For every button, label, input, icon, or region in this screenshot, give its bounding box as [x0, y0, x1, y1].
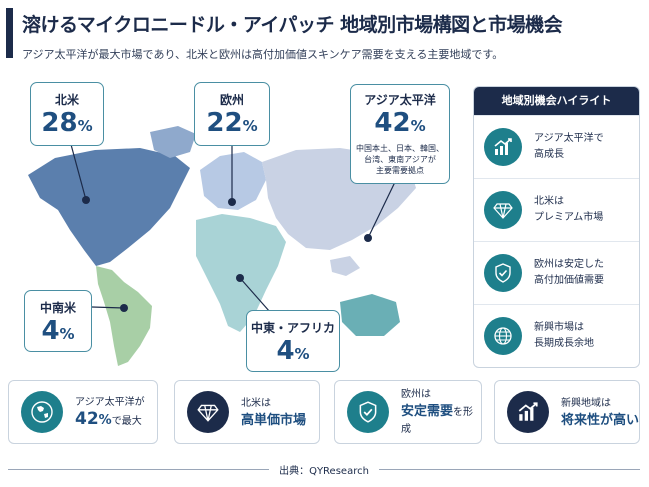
summary-card-asia-pacific: アジア太平洋が 42%で最大	[8, 380, 158, 444]
highlight-line2: 高成長	[534, 149, 564, 160]
europe-dot	[228, 198, 236, 206]
source-label: 出典：QYResearch	[279, 465, 369, 477]
summary-line2: 安定需要	[401, 404, 454, 419]
region-name: アジア太平洋	[364, 93, 436, 107]
highlight-line2: 高付加価値需要	[534, 275, 604, 286]
summary-cards-row: アジア太平洋が 42%で最大 北米は高単価市場 欧州は安定需要を形成 新興地域は将…	[8, 380, 640, 444]
map-region-oceania	[340, 294, 400, 336]
source-footer: 出典：QYResearch	[8, 458, 641, 480]
highlight-line2: 長期成長余地	[534, 338, 594, 349]
opportunity-highlights-panel: 地域別機会ハイライト アジア太平洋で 高成長 北米はプレミアム市場 欧州は安定した…	[473, 86, 640, 368]
shield-check-icon	[484, 254, 522, 292]
highlight-line1: アジア太平洋で	[534, 133, 604, 144]
summary-card-north-america: 北米は 高単価市場	[174, 380, 320, 444]
map-region-europe	[200, 152, 266, 210]
region-name: 中南米	[39, 301, 76, 315]
region-name: 中東・アフリカ	[250, 321, 335, 335]
highlight-line2: プレミアム市場	[534, 212, 604, 223]
summary-card-europe: 欧州は安定需要を形成	[334, 380, 482, 444]
region-share: 4%	[276, 336, 310, 366]
summary-line1: 新興地域は	[561, 397, 611, 409]
map-region-north-america	[28, 148, 190, 266]
shield-check-icon	[347, 391, 389, 433]
north-america-dot	[82, 196, 90, 204]
growth-chart-icon	[484, 128, 522, 166]
region-card-asia-pacific: アジア太平洋 42% 中国本土、日本、韓国、 台湾、東南アジアが 主要需要拠点	[350, 84, 450, 184]
diamond-icon	[187, 391, 229, 433]
region-card-north-america: 北米 28%	[30, 82, 104, 146]
region-name: 欧州	[219, 93, 244, 107]
title-accent-bar	[6, 8, 13, 58]
highlight-item: 北米はプレミアム市場	[474, 178, 639, 241]
summary-line1: 北米は	[241, 397, 271, 409]
growth-chart-icon	[507, 391, 549, 433]
region-card-middle-east-africa: 中東・アフリカ 4%	[246, 310, 340, 372]
map-region-greenland	[150, 126, 196, 158]
region-share: 22%	[206, 108, 258, 138]
footer-divider-right	[378, 468, 641, 470]
map-region-latin-america	[96, 266, 152, 366]
summary-value: 42	[75, 409, 99, 429]
world-map	[28, 122, 416, 366]
summary-line2: 高単価市場	[241, 412, 307, 428]
highlight-item: 欧州は安定した 高付加価値需要	[474, 241, 639, 304]
highlights-heading: 地域別機会ハイライト	[474, 87, 639, 115]
middle-east-africa-dot	[236, 274, 244, 282]
map-region-southeast-asia	[330, 256, 360, 276]
summary-line1: アジア太平洋が	[75, 397, 145, 408]
summary-suffix: を形成	[401, 407, 474, 435]
region-share: 4%	[41, 316, 75, 346]
asia-pacific-dot	[364, 234, 372, 242]
highlight-item: アジア太平洋で 高成長	[474, 115, 639, 178]
asia-globe-icon	[21, 391, 63, 433]
latin-america-dot	[120, 304, 128, 312]
globe-icon	[484, 317, 522, 355]
summary-unit: %	[98, 413, 112, 428]
region-note: 中国本土、日本、韓国、 台湾、東南アジアが 主要需要拠点	[356, 144, 444, 175]
map-region-middle-east-africa	[196, 214, 286, 332]
diamond-icon	[484, 191, 522, 229]
page-title: 溶けるマイクロニードル・アイパッチ 地域別市場構図と市場機会	[22, 14, 563, 36]
region-card-latin-america: 中南米 4%	[24, 290, 92, 352]
region-card-europe: 欧州 22%	[194, 82, 270, 146]
footer-divider-left	[8, 468, 270, 470]
highlight-line1: 欧州は安定した	[534, 259, 604, 270]
summary-card-emerging: 新興地域は将来性が高い	[494, 380, 640, 444]
region-name: 北米	[54, 93, 79, 107]
page-subtitle: アジア太平洋が最大市場であり、北米と欧州は高付加価値スキンケア需要を支える主要地…	[22, 48, 504, 61]
summary-line1: 欧州は	[401, 389, 431, 400]
summary-suffix: で最大	[111, 416, 142, 427]
region-share: 28%	[41, 108, 93, 138]
highlight-line1: 北米は	[534, 196, 564, 207]
summary-line2: 将来性が高い	[561, 412, 640, 428]
region-share: 42%	[374, 108, 426, 138]
highlight-line1: 新興市場は	[534, 322, 584, 333]
highlight-item: 新興市場は長期成長余地	[474, 304, 639, 367]
